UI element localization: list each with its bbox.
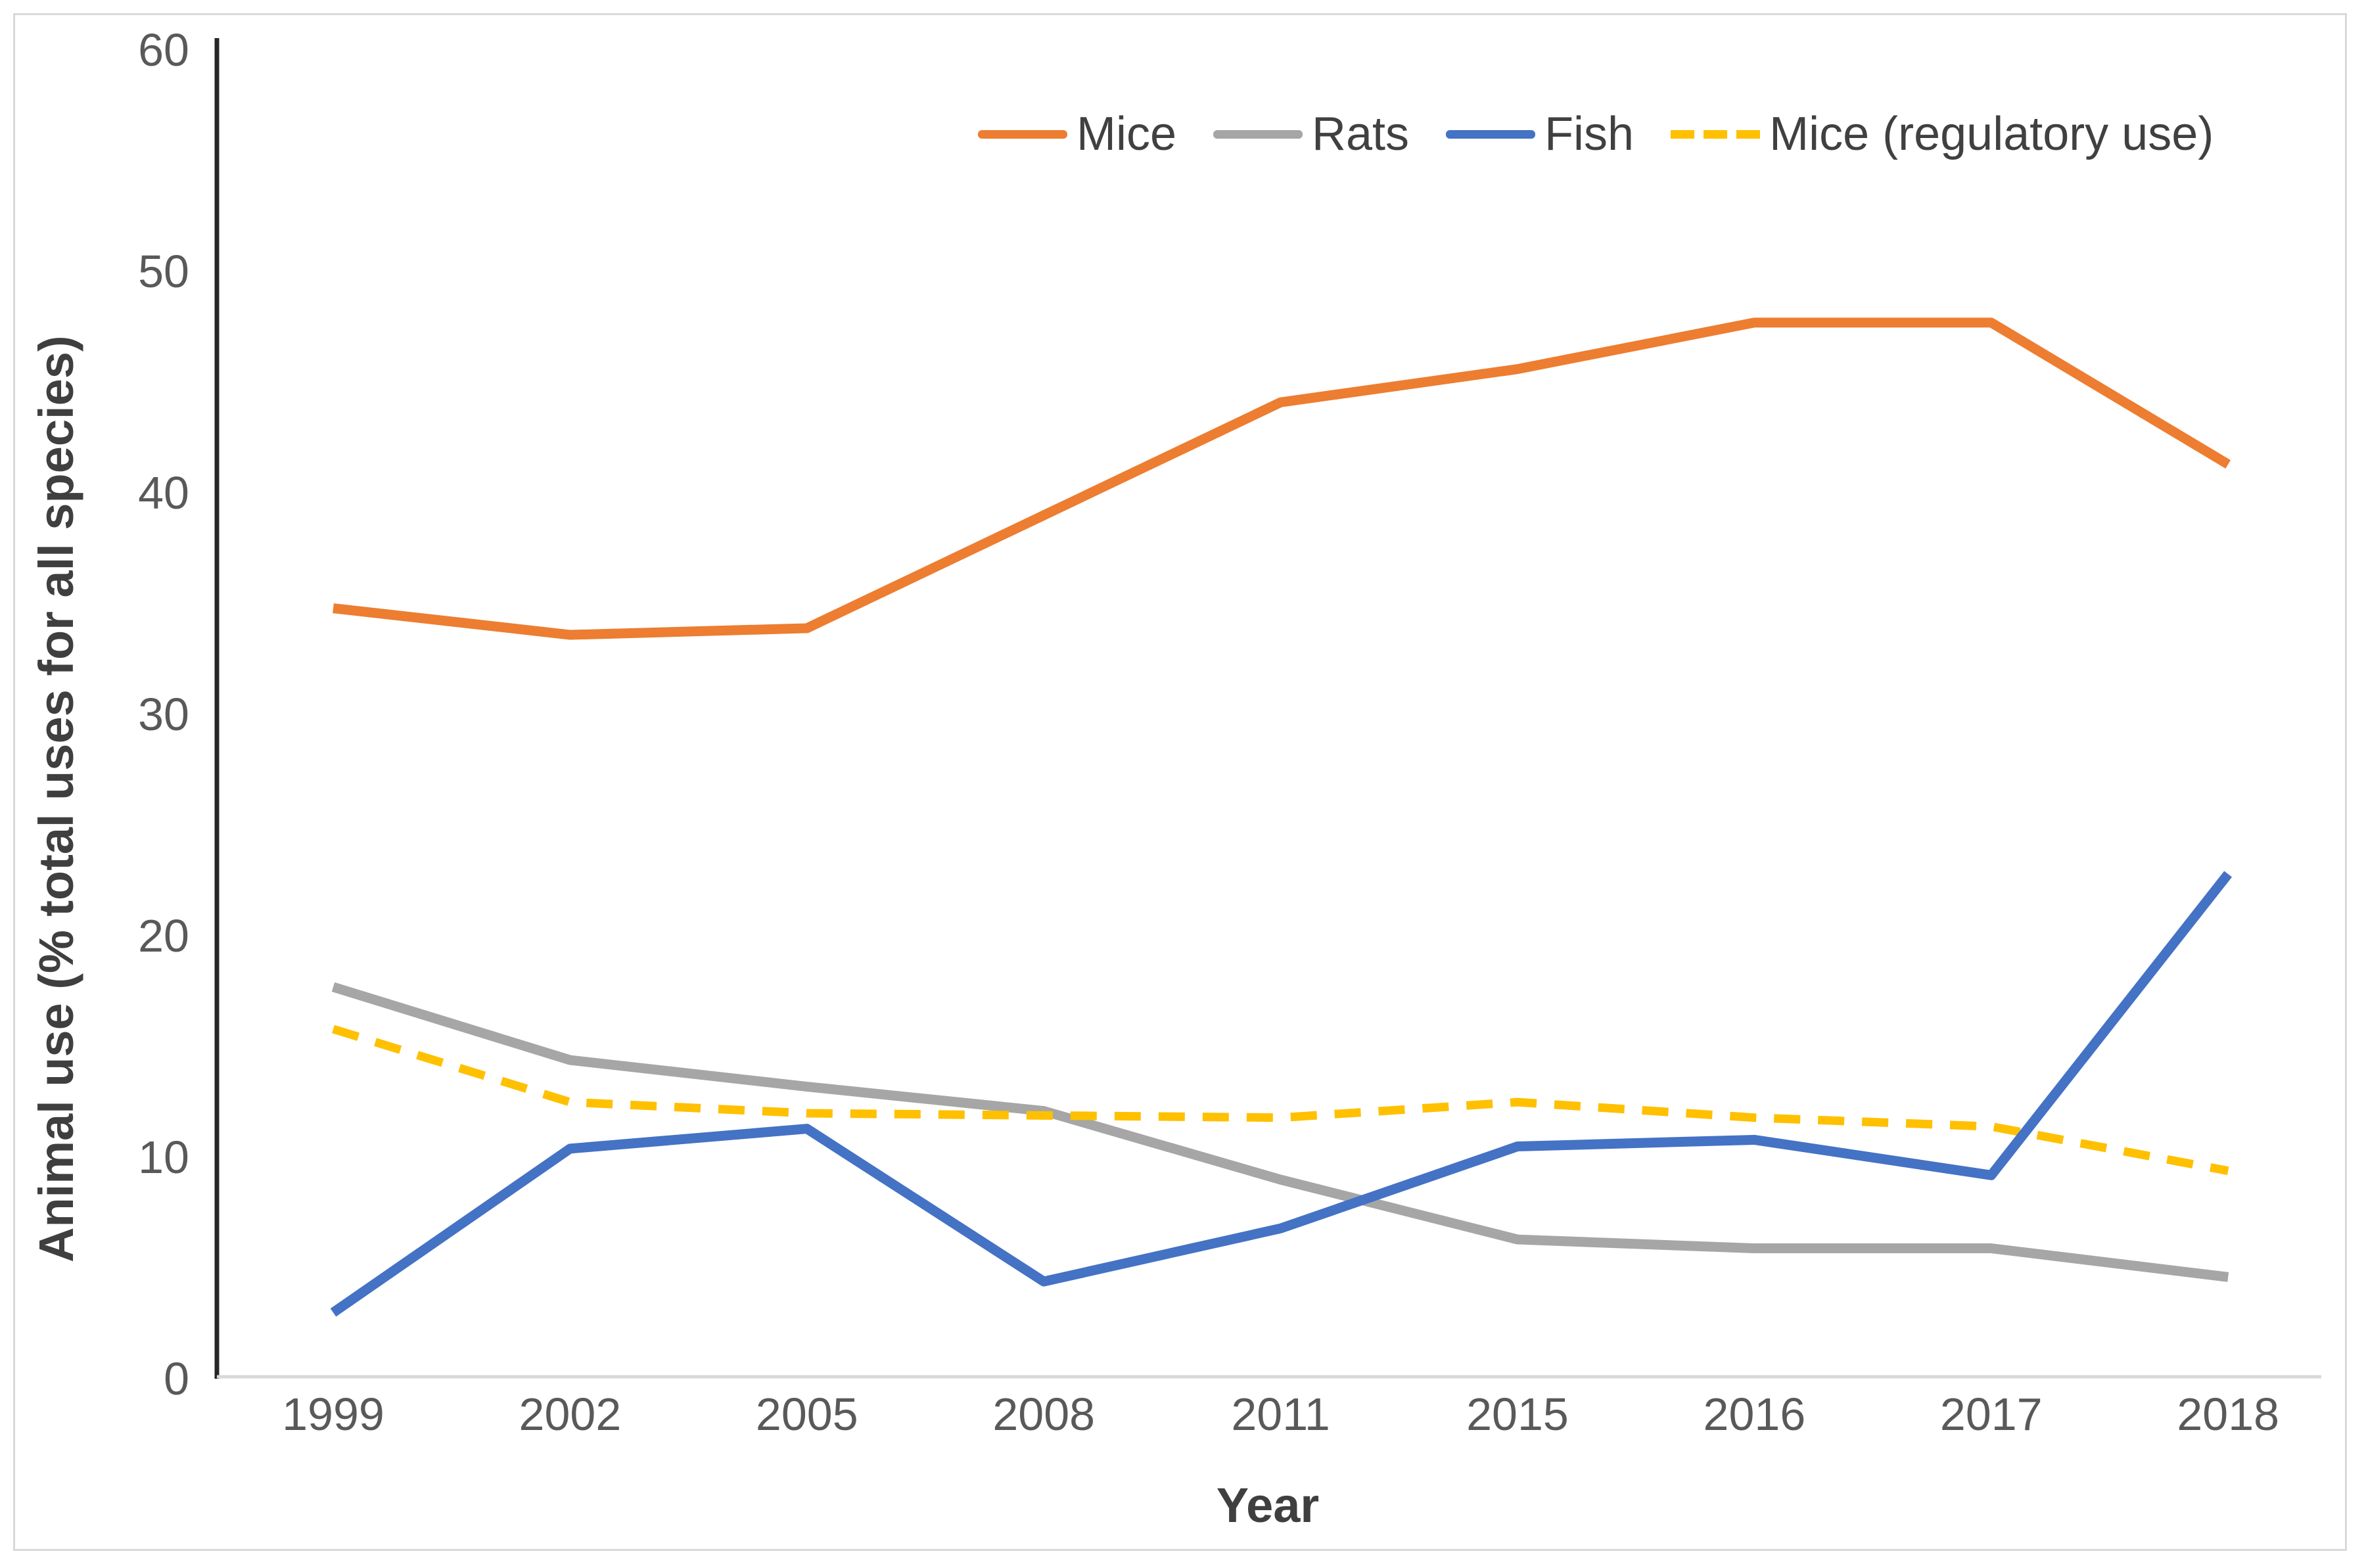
y-tick-label: 50 <box>138 246 189 297</box>
series-lines <box>330 317 2233 1317</box>
x-tick-label: 1999 <box>282 1389 384 1440</box>
legend-item-fish: Fish <box>1446 110 1634 158</box>
legend-item-mice: Mice <box>978 110 1176 158</box>
legend-label-mice: Mice <box>1077 108 1177 160</box>
legend-label-rats: Rats <box>1312 108 1410 160</box>
y-tick-label: 60 <box>138 24 189 76</box>
x-tick-label: 2011 <box>1231 1389 1330 1440</box>
series-line-fish <box>330 871 2233 1317</box>
y-tick-label: 40 <box>138 467 189 519</box>
x-tick-label: 2015 <box>1466 1389 1569 1440</box>
y-axis-title: Animal use (% total uses for all species… <box>29 335 83 1262</box>
x-tick-label: 2008 <box>992 1389 1095 1440</box>
legend-item-rats: Rats <box>1213 110 1409 158</box>
chart-legend: Mice Rats Fish Mice (regulatory use) <box>978 104 2213 164</box>
y-tick-label: 10 <box>138 1132 189 1183</box>
x-tick-label: 2016 <box>1703 1389 1806 1440</box>
legend-swatch-rats <box>1213 129 1303 139</box>
y-tick-label: 0 <box>164 1353 189 1404</box>
x-tick-label: 2005 <box>756 1389 858 1440</box>
x-axis-tick-labels: 1999 2002 2005 2008 2011 2015 2016 2017 2018 <box>282 1389 2279 1440</box>
x-axis-title: Year <box>1216 1478 1320 1533</box>
chart-frame <box>13 13 2347 1551</box>
series-line-rats <box>331 982 2229 1282</box>
series-line-mice-regulatory-use <box>332 1025 2229 1175</box>
x-tick-label: 2018 <box>2177 1389 2279 1440</box>
y-axis-tick-labels: 0 10 20 30 40 50 60 <box>138 24 189 1404</box>
legend-swatch-mice-regulatory <box>1671 129 1761 139</box>
legend-swatch-fish <box>1446 129 1536 139</box>
y-tick-label: 30 <box>138 689 189 740</box>
legend-label-mice-regulatory: Mice (regulatory use) <box>1769 108 2214 160</box>
x-tick-label: 2017 <box>1940 1389 2043 1440</box>
legend-label-fish: Fish <box>1544 108 1634 160</box>
series-line-mice <box>333 317 2231 640</box>
legend-item-mice-regulatory: Mice (regulatory use) <box>1671 110 2213 158</box>
legend-swatch-mice <box>978 129 1067 139</box>
x-tick-label: 2002 <box>519 1389 622 1440</box>
y-tick-label: 20 <box>138 910 189 961</box>
